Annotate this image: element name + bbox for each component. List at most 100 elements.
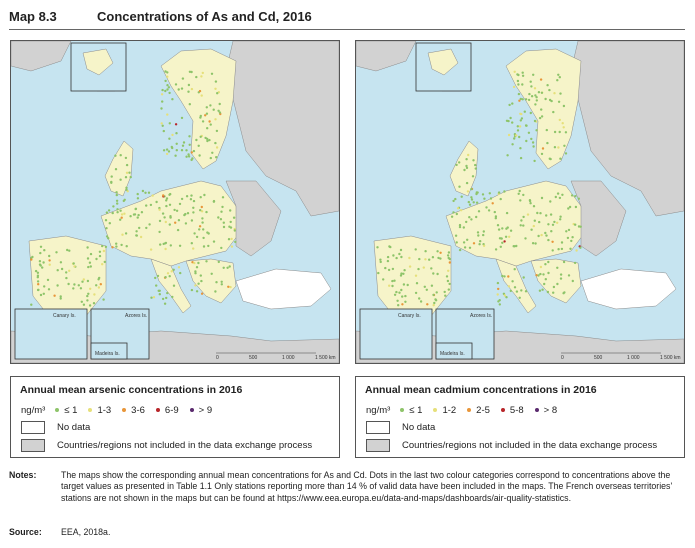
station-dot	[530, 95, 534, 98]
station-dot	[432, 293, 435, 297]
scale-bar: 0 500 1 000 1 500 km	[216, 352, 336, 361]
legend-unit: ng/m³	[366, 404, 391, 416]
station-dot	[434, 299, 438, 302]
station-dot	[505, 296, 508, 299]
station-dot	[120, 216, 123, 219]
legend-title: Annual mean arsenic concentrations in 20…	[20, 384, 243, 396]
legend-dot	[88, 408, 93, 412]
station-dot	[498, 303, 501, 306]
station-dot	[548, 98, 552, 102]
station-dot	[187, 155, 191, 158]
station-dot	[120, 243, 123, 247]
station-dot	[197, 261, 200, 265]
station-dot	[168, 193, 171, 196]
station-dot	[512, 85, 516, 89]
station-dot	[425, 288, 428, 291]
legend-category: ≤ 1	[55, 405, 77, 416]
station-dot	[221, 196, 225, 199]
legend-category: 1-3	[88, 405, 111, 416]
station-dot	[87, 265, 90, 269]
legend-label: 1-3	[97, 404, 112, 416]
station-dot	[522, 224, 525, 227]
station-dot	[534, 242, 537, 245]
station-dot	[524, 124, 528, 127]
station-dot	[386, 259, 390, 263]
station-dot	[388, 284, 391, 287]
station-dot	[503, 190, 506, 193]
no-data-label: No data	[57, 422, 91, 433]
station-dot	[560, 241, 564, 244]
scale-label: 1 000	[282, 355, 295, 361]
station-dot	[169, 216, 172, 219]
station-dot	[56, 269, 59, 272]
station-dot	[198, 89, 202, 93]
station-dot	[207, 244, 210, 248]
station-dot	[197, 144, 200, 147]
station-dot	[538, 220, 541, 224]
station-dot	[48, 263, 51, 266]
station-dot	[190, 288, 194, 292]
no-data-label: No data	[402, 422, 436, 433]
station-dot	[162, 194, 165, 197]
station-dot	[119, 178, 122, 181]
station-dot	[542, 273, 545, 276]
station-dot	[523, 110, 526, 113]
station-dot	[404, 300, 407, 303]
station-dot	[227, 238, 231, 241]
station-dot	[535, 274, 538, 277]
station-dot	[432, 304, 435, 307]
station-dot	[384, 266, 387, 270]
station-dot	[573, 261, 577, 265]
station-dot	[39, 293, 43, 297]
station-dot	[447, 288, 450, 291]
station-dot	[205, 260, 208, 263]
station-dot	[164, 70, 167, 73]
station-dot	[570, 239, 573, 243]
station-dot	[505, 211, 509, 215]
station-dot	[521, 74, 525, 77]
station-dot	[515, 290, 519, 293]
station-dot	[554, 195, 557, 199]
station-dot	[180, 149, 184, 152]
legend-dot	[122, 408, 127, 412]
legend-dot	[467, 408, 472, 412]
legend-label: 6-9	[164, 404, 179, 416]
station-dot	[114, 168, 118, 171]
station-dot	[53, 294, 56, 297]
station-dot	[458, 223, 462, 227]
station-dot	[105, 235, 109, 238]
station-dot	[432, 272, 435, 275]
station-dot	[161, 212, 165, 215]
station-dot	[527, 131, 531, 134]
station-dot	[166, 88, 169, 91]
station-dot	[460, 195, 463, 198]
station-dot	[82, 278, 86, 281]
station-dot	[517, 192, 520, 195]
station-dot	[433, 301, 436, 305]
station-dot	[214, 141, 217, 145]
station-dot	[124, 232, 128, 235]
station-dot	[481, 193, 485, 196]
station-dot	[212, 240, 216, 243]
uk-ireland	[449, 140, 479, 197]
station-dot	[518, 125, 522, 128]
station-dot	[504, 235, 508, 238]
station-dot	[81, 280, 84, 283]
station-dot	[149, 203, 153, 207]
excluded-swatch	[21, 439, 45, 452]
station-dot	[175, 142, 178, 145]
station-dot	[535, 129, 538, 132]
station-dot	[133, 213, 137, 216]
station-dot	[545, 234, 548, 237]
station-dot	[435, 291, 438, 294]
station-dot	[408, 265, 412, 268]
station-dot	[155, 284, 158, 287]
station-dot	[401, 303, 404, 306]
balkans	[530, 258, 582, 304]
station-dot	[456, 207, 460, 210]
station-dot	[559, 157, 562, 160]
station-dot	[190, 194, 193, 197]
station-dot	[556, 282, 559, 286]
station-dot	[395, 290, 398, 294]
station-dot	[158, 230, 161, 234]
